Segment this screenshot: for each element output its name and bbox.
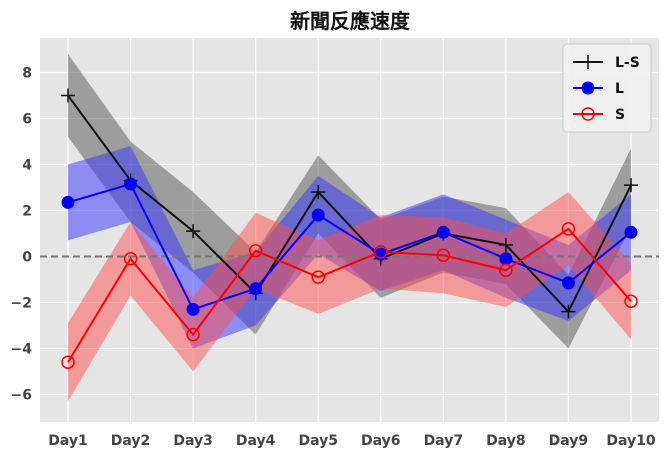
point-l-s [624,178,638,193]
confidence-bands [68,54,631,402]
legend-label-s[interactable]: S [615,107,625,123]
point-s [561,222,576,236]
point-l-s [498,237,513,252]
point-s [436,248,451,263]
chart-title: 新聞反應速度 [290,9,411,33]
y-tick-label: 0 [22,249,32,265]
x-tick-label: Day4 [236,433,276,449]
point-l-s [311,185,326,200]
legend[interactable]: L-S LS [562,43,652,133]
x-tick-label: Day8 [486,433,526,449]
point-l-s [186,224,201,239]
legend-marker-l [581,81,595,95]
x-tick-label: Day2 [111,433,151,449]
point-s [61,355,75,369]
legend-label-l[interactable]: L [615,81,624,97]
point-l [436,225,450,239]
y-tick-label: 6 [22,111,32,127]
point-l [561,276,575,290]
line-l [67,182,632,311]
point-s [499,263,513,277]
point-l-s [561,304,576,319]
x-tick-label: Day1 [48,433,88,449]
legend-marker-s [581,107,595,121]
point-l [61,195,75,209]
x-tick-label: Day3 [173,433,213,449]
y-axis-ticks: −6 −4 −2 0 2 4 6 8 [11,65,33,403]
legend-marker-l-s [581,55,595,69]
point-s [186,327,200,342]
point-l-s [61,88,75,103]
point-l [249,282,263,296]
line-l-s [67,94,632,314]
legend-label-l-s[interactable]: L-S [615,55,640,71]
y-tick-label: −6 [11,387,32,403]
y-tick-label: 2 [22,203,32,219]
point-s [624,294,638,309]
y-tick-label: 8 [22,65,32,81]
y-tick-label: −2 [11,295,32,311]
series-lines [67,94,632,363]
point-l [124,177,138,191]
y-tick-label: 4 [22,157,32,173]
point-s [248,243,263,258]
point-l [499,252,513,266]
point-s [311,270,325,284]
point-l [186,302,200,316]
x-tick-label: Day10 [606,433,656,449]
x-tick-label: Day5 [298,433,338,449]
x-axis-ticks: Day1 Day2 Day3 Day4 Day5 Day6 Day7 Day8 Day9 Day1… [48,433,656,449]
x-tick-label: Day9 [549,433,589,449]
x-tick-label: Day7 [424,433,464,449]
point-s [374,245,388,259]
legend-box [562,43,652,133]
series-markers [61,88,638,369]
band-s [68,192,631,402]
line-s [67,227,632,363]
x-tick-label: Day6 [361,433,401,449]
point-l [311,208,325,222]
y-tick-label: −4 [11,341,33,357]
point-l [624,225,638,239]
point-s [123,251,138,266]
